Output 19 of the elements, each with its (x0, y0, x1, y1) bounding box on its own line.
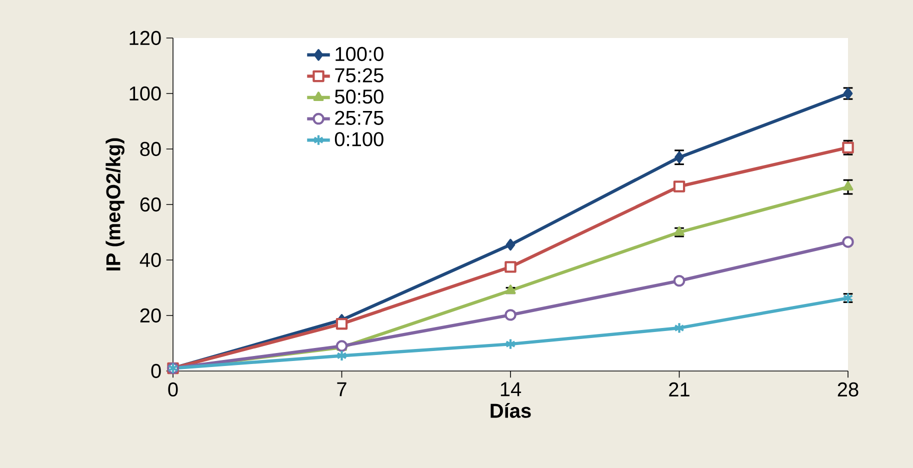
legend-label: 100:0 (336, 46, 384, 62)
legend-label: 0:100 (334, 132, 384, 146)
legend-label: 75:25 (335, 68, 384, 82)
x-tick-label: 14 (500, 382, 522, 396)
y-tick-label: 100 (130, 86, 161, 101)
x-tick-label: 21 (669, 382, 690, 396)
legend-label: 50:50 (334, 90, 384, 104)
x-tick-label: 0 (168, 382, 178, 397)
legend-label: 25:75 (335, 110, 384, 125)
y-tick-label: 80 (140, 142, 161, 156)
y-axis-title: IP (meqO2/kg) (106, 138, 124, 270)
x-tick-label: 28 (838, 382, 858, 397)
x-axis-title: Días (490, 403, 531, 418)
y-tick-label: 120 (130, 30, 161, 46)
y-tick-label: 20 (140, 308, 161, 323)
y-tick-label: 0 (151, 364, 161, 378)
x-tick-label: 7 (337, 382, 346, 396)
y-tick-label: 40 (140, 252, 161, 268)
y-tick-label: 60 (140, 197, 161, 212)
